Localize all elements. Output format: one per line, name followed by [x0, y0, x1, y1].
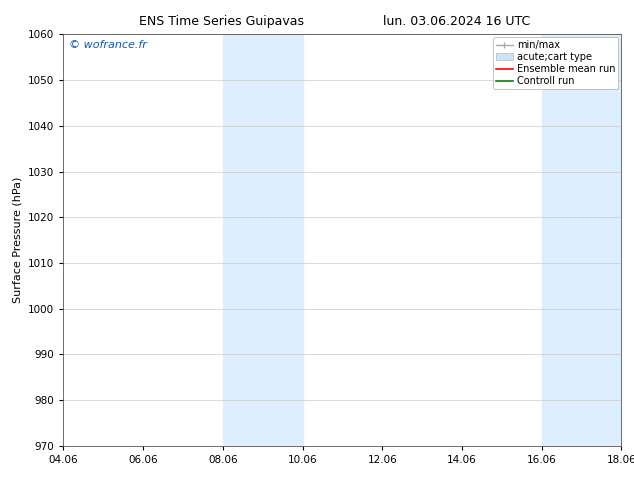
Bar	[223, 34, 302, 446]
Text: © wofrance.fr: © wofrance.fr	[69, 41, 147, 50]
Bar	[541, 34, 621, 446]
Text: ENS Time Series Guipavas: ENS Time Series Guipavas	[139, 15, 304, 28]
Y-axis label: Surface Pressure (hPa): Surface Pressure (hPa)	[13, 177, 23, 303]
Legend: min/max, acute;cart type, Ensemble mean run, Controll run: min/max, acute;cart type, Ensemble mean …	[493, 37, 618, 89]
Text: lun. 03.06.2024 16 UTC: lun. 03.06.2024 16 UTC	[383, 15, 530, 28]
